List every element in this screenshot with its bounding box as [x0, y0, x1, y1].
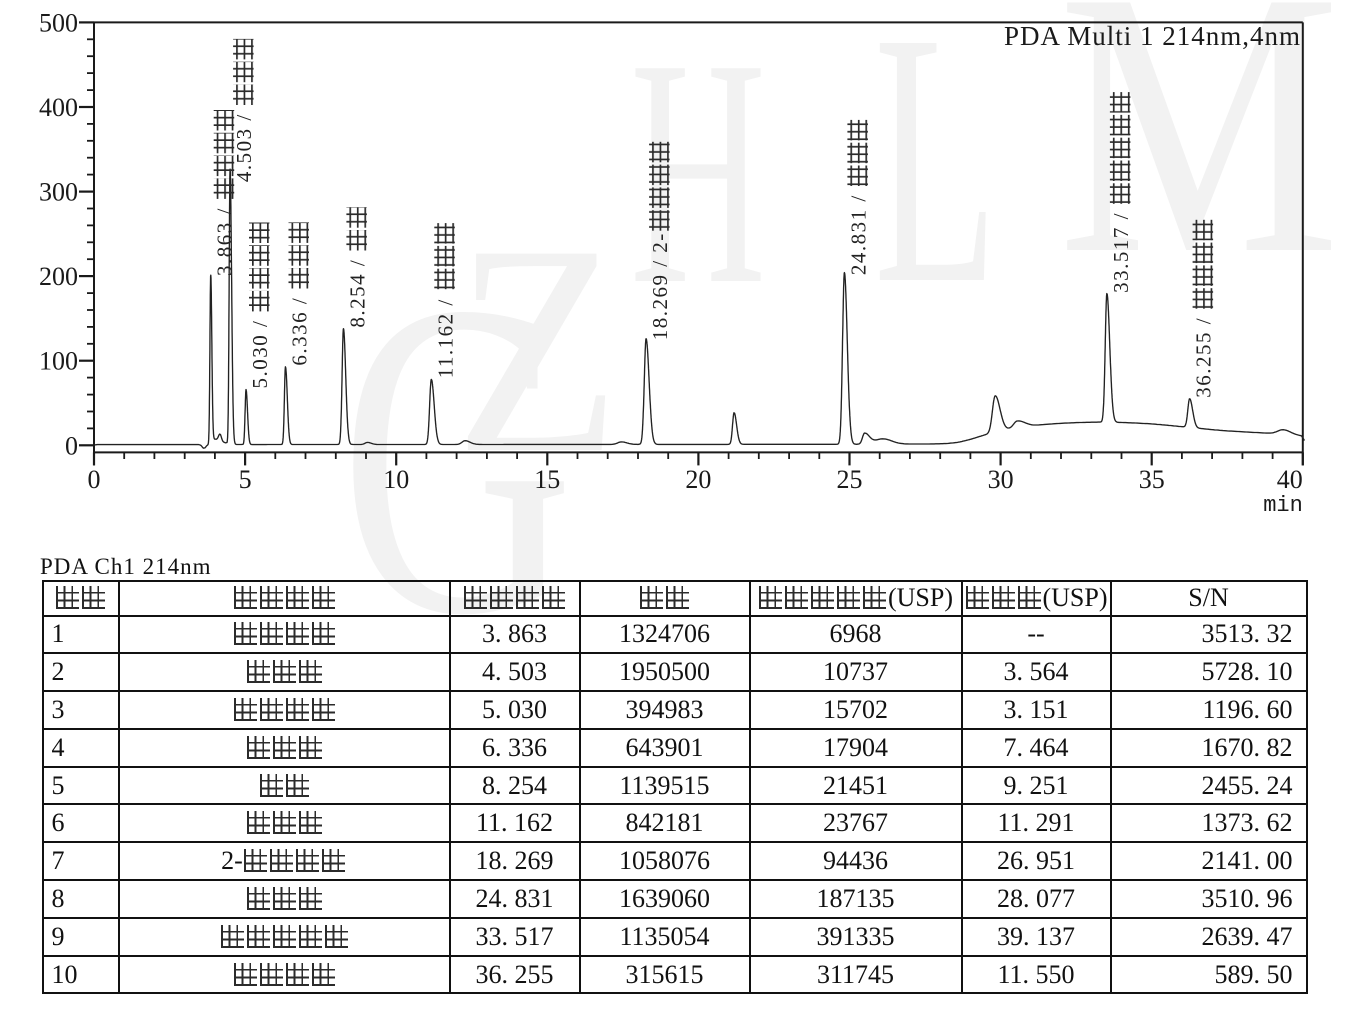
svg-text:11.162 /: 11.162 /: [433, 298, 457, 378]
svg-text:400: 400: [39, 93, 78, 122]
svg-text:25: 25: [837, 465, 863, 494]
svg-text:6.336 /: 6.336 /: [288, 297, 312, 366]
svg-text:4.503 /: 4.503 /: [232, 113, 256, 182]
svg-text:10: 10: [383, 465, 409, 494]
svg-text:36.255 /: 36.255 /: [1192, 317, 1216, 398]
svg-text:200: 200: [39, 262, 78, 291]
svg-text:8.254 /: 8.254 /: [345, 259, 369, 328]
svg-text:PDA Multi 1 214nm,4nm: PDA Multi 1 214nm,4nm: [1004, 21, 1301, 51]
svg-text:Z: Z: [455, 183, 620, 515]
svg-text:3.863 /: 3.863 /: [213, 207, 237, 276]
svg-text:35: 35: [1139, 465, 1165, 494]
svg-text:min: min: [1263, 493, 1303, 518]
svg-text:100: 100: [39, 347, 78, 376]
svg-text:24.831 /: 24.831 /: [846, 194, 870, 275]
svg-text:5: 5: [239, 465, 252, 494]
svg-text:18.269 / 2-: 18.269 / 2-: [648, 232, 672, 340]
svg-text:300: 300: [39, 178, 78, 207]
svg-text:20: 20: [685, 465, 711, 494]
svg-text:0: 0: [88, 465, 101, 494]
svg-text:L: L: [874, 0, 998, 359]
svg-text:5.030 /: 5.030 /: [248, 320, 272, 389]
svg-text:500: 500: [39, 8, 78, 37]
svg-text:15: 15: [534, 465, 560, 494]
svg-text:33.517 /: 33.517 /: [1109, 212, 1133, 293]
svg-text:0: 0: [65, 431, 78, 460]
svg-text:40: 40: [1277, 465, 1303, 494]
svg-text:30: 30: [988, 465, 1014, 494]
